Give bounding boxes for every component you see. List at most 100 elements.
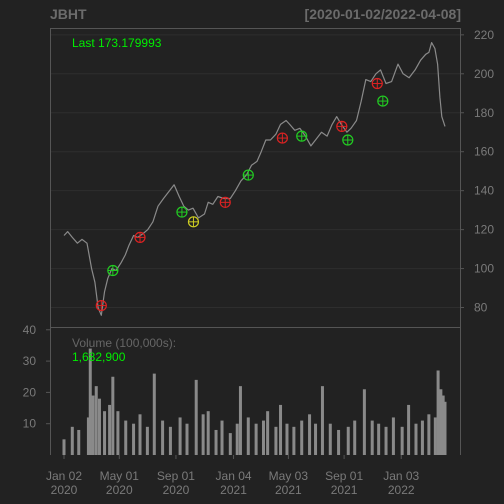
- signal-markers: [95, 77, 389, 312]
- volume-bar: [70, 426, 74, 455]
- volume-bar: [314, 423, 318, 455]
- volume-tick-label: 30: [23, 354, 37, 368]
- volume-bar: [145, 426, 149, 455]
- volume-tick-label: 10: [23, 417, 37, 431]
- volume-bar: [427, 414, 431, 455]
- volume-bar: [228, 433, 232, 455]
- volume-bar: [439, 389, 443, 455]
- volume-y-axis: 10 20 30 40: [23, 323, 50, 431]
- volume-bar: [235, 423, 239, 455]
- volume-bar: [86, 417, 90, 455]
- volume-bar: [238, 386, 242, 455]
- signal-marker-buy: [242, 169, 254, 181]
- volume-bar: [201, 414, 205, 455]
- price-series: [63, 41, 446, 316]
- x-tick-label-year: 2020: [163, 483, 190, 497]
- price-grid: [51, 34, 460, 309]
- x-tick-label-year: 2022: [388, 483, 415, 497]
- volume-bar: [370, 420, 374, 455]
- price-tick-label: 140: [474, 184, 494, 198]
- x-tick-label-date: Sep 01: [157, 469, 195, 483]
- volume-bar: [300, 420, 304, 455]
- volume-bar: [111, 376, 115, 455]
- signal-marker-buy: [377, 95, 389, 107]
- volume-bar: [353, 420, 357, 455]
- volume-bar: [214, 429, 218, 455]
- volume-bar: [279, 404, 283, 455]
- signal-marker-sell: [276, 132, 288, 144]
- signal-marker-buy: [296, 130, 308, 142]
- signal-marker-sell: [336, 120, 348, 132]
- volume-bar: [206, 411, 210, 455]
- volume-bar: [185, 423, 189, 455]
- volume-bar: [328, 423, 332, 455]
- volume-bar: [77, 429, 81, 455]
- x-tick-label-date: May 03: [269, 469, 309, 483]
- volume-bar: [97, 398, 101, 455]
- signal-marker-buy: [176, 206, 188, 218]
- volume-bar: [292, 426, 296, 455]
- volume-bar: [194, 379, 198, 455]
- price-tick-label: 200: [474, 67, 494, 81]
- volume-bar: [433, 417, 437, 455]
- volume-bar: [391, 417, 395, 455]
- price-line: [63, 41, 446, 316]
- volume-bar: [220, 420, 224, 455]
- volume-bar: [103, 411, 107, 455]
- volume-bar: [420, 420, 424, 455]
- volume-bar: [91, 395, 95, 455]
- x-tick-label-date: Jan 03: [383, 469, 419, 483]
- volume-bar: [384, 426, 388, 455]
- x-tick-label-year: 2020: [106, 483, 133, 497]
- volume-bar: [362, 389, 366, 455]
- x-tick-label-date: Jan 02: [46, 469, 82, 483]
- volume-bar: [285, 423, 289, 455]
- chart-symbol: JBHT: [50, 6, 87, 22]
- volume-bar: [320, 386, 324, 455]
- volume-label: Volume (100,000s):: [72, 336, 176, 350]
- signal-marker-buy: [107, 264, 119, 277]
- volume-bar: [88, 348, 92, 455]
- x-tick-label-date: May 01: [100, 469, 140, 483]
- volume-bar: [161, 420, 165, 455]
- signal-marker-sell: [95, 299, 107, 312]
- price-y-axis: 80 100 120 140 160 180 200 220: [460, 28, 494, 315]
- volume-bar: [254, 423, 258, 455]
- volume-bar: [168, 426, 172, 455]
- volume-bar: [116, 411, 120, 455]
- volume-bar: [443, 401, 447, 455]
- volume-bar: [441, 395, 445, 455]
- volume-bar: [62, 439, 66, 455]
- volume-bar: [407, 404, 411, 455]
- signal-marker-buy: [187, 216, 200, 228]
- volume-bar: [261, 420, 265, 455]
- price-tick-label: 220: [474, 28, 494, 42]
- volume-bar: [346, 426, 350, 455]
- volume-bar: [266, 411, 270, 455]
- volume-bar: [414, 423, 418, 455]
- x-tick-label-year: 2021: [220, 483, 247, 497]
- volume-bar: [178, 417, 182, 455]
- volume-bar: [138, 414, 142, 455]
- signal-marker-sell: [371, 77, 383, 90]
- volume-bar: [337, 429, 341, 455]
- chart-date-range: [2020-01-02/2022-04-08]: [305, 6, 461, 22]
- volume-tick-label: 20: [23, 385, 37, 399]
- signal-marker-buy: [342, 134, 354, 146]
- price-tick-label: 160: [474, 145, 494, 159]
- volume-bar: [274, 426, 278, 455]
- volume-bar: [246, 417, 250, 455]
- price-tick-label: 180: [474, 106, 494, 120]
- volume-bar: [94, 386, 98, 455]
- volume-bar: [132, 423, 136, 455]
- volume-bar: [124, 420, 128, 455]
- x-tick-label-year: 2021: [275, 483, 302, 497]
- signal-marker-sell: [134, 231, 146, 244]
- volume-tick-label: 40: [23, 323, 37, 337]
- volume-bars: [62, 348, 447, 455]
- x-tick-label-year: 2020: [51, 483, 78, 497]
- last-price-label: Last 173.179993: [72, 36, 162, 50]
- volume-last-value: 1,682,900: [72, 350, 126, 364]
- price-tick-label: 100: [474, 262, 494, 276]
